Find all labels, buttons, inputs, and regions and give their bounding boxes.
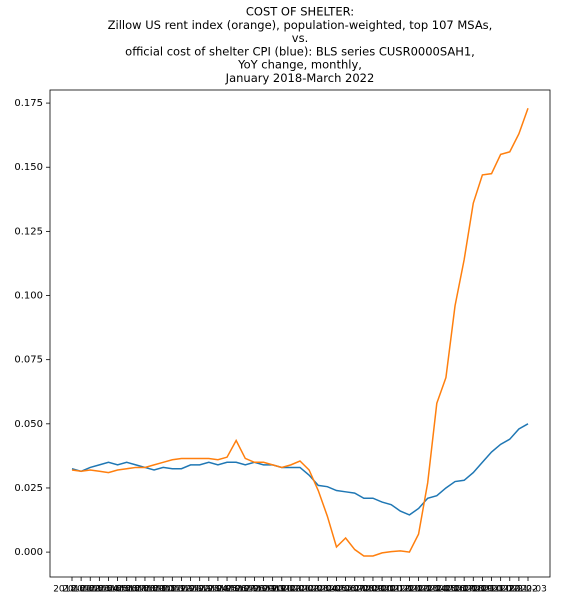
x-tick-label: 2018-02 [62, 585, 100, 595]
x-tick-label: 2022-01 [491, 585, 529, 595]
x-tick-label: 2020-10 [354, 585, 392, 595]
x-tick-label: 2019-03 [181, 585, 219, 595]
x-tick-label: 2018-10 [135, 585, 173, 595]
plot-frame [49, 89, 551, 578]
x-tick-label: 2019-08 [226, 585, 264, 595]
x-tick-label: 2021-04 [409, 585, 447, 595]
x-tick-label: 2019-09 [236, 585, 274, 595]
x-tick-label: 2021-12 [482, 585, 520, 595]
chart-title: Zillow US rent index (orange), populatio… [108, 18, 493, 32]
x-tick-label: 2018-04 [81, 585, 119, 595]
x-tick-label: 2018-09 [126, 585, 164, 595]
series-line [71, 423, 529, 516]
x-tick-label: 2021-07 [436, 585, 474, 595]
chart-title: official cost of shelter CPI (blue): BLS… [125, 44, 475, 58]
x-tick-label: 2020-06 [318, 585, 356, 595]
x-tick-label: 2020-04 [299, 585, 337, 595]
x-tick-label: 2018-03 [71, 585, 109, 595]
x-tick-label: 2020-03 [290, 585, 328, 595]
x-tick-label: 2018-05 [90, 585, 128, 595]
y-tick-label: 0.150 [14, 162, 43, 173]
chart-title: vs. [292, 31, 308, 45]
x-tick-label: 2021-03 [400, 585, 438, 595]
x-tick-label: 2018-01 [53, 585, 91, 595]
x-tick-label: 2021-11 [473, 585, 511, 595]
x-tick-label: 2020-09 [345, 585, 383, 595]
x-tick-label: 2022-03 [509, 585, 547, 595]
x-tick-label: 2018-12 [154, 585, 192, 595]
x-tick-label: 2021-02 [391, 585, 429, 595]
x-tick-label: 2021-09 [454, 585, 492, 595]
x-tick-label: 2020-02 [281, 585, 319, 595]
x-tick-label: 2019-01 [163, 585, 201, 595]
y-tick-label: 0.175 [14, 98, 43, 109]
x-tick-label: 2019-07 [217, 585, 255, 595]
x-tick-label: 2018-08 [117, 585, 155, 595]
chart-title: YoY change, monthly, [237, 58, 362, 72]
x-tick-label: 2021-10 [464, 585, 502, 595]
y-tick-label: 0.075 [14, 355, 43, 366]
x-tick-label: 2019-04 [190, 585, 228, 595]
x-tick-label: 2018-07 [108, 585, 146, 595]
y-tick-label: 0.100 [14, 291, 43, 302]
x-tick-label: 2018-11 [144, 585, 182, 595]
y-tick-label: 0.025 [14, 483, 43, 494]
x-tick-label: 2020-12 [372, 585, 410, 595]
x-tick-label: 2020-08 [336, 585, 374, 595]
x-tick-label: 2019-10 [245, 585, 283, 595]
x-tick-label: 2022-02 [500, 585, 538, 595]
x-tick-label: 2019-12 [263, 585, 301, 595]
x-tick-label: 2019-02 [172, 585, 210, 595]
chart-title: COST OF SHELTER: [246, 5, 354, 19]
x-tick-label: 2020-05 [309, 585, 347, 595]
x-tick-label: 2019-06 [208, 585, 246, 595]
x-tick-label: 2018-06 [99, 585, 137, 595]
series-line [71, 107, 529, 557]
x-tick-label: 2020-11 [363, 585, 401, 595]
x-tick-label: 2019-05 [199, 585, 237, 595]
x-tick-label: 2020-01 [272, 585, 310, 595]
y-tick-label: 0.125 [14, 226, 43, 237]
chart-title: January 2018-March 2022 [225, 71, 375, 85]
x-tick-label: 2019-11 [254, 585, 292, 595]
x-tick-label: 2021-01 [382, 585, 420, 595]
x-tick-label: 2020-07 [327, 585, 365, 595]
y-tick-label: 0.050 [14, 419, 43, 430]
x-tick-label: 2021-05 [418, 585, 456, 595]
y-tick-label: 0.000 [14, 547, 43, 558]
x-tick-label: 2021-06 [427, 585, 465, 595]
x-tick-label: 2021-08 [445, 585, 483, 595]
